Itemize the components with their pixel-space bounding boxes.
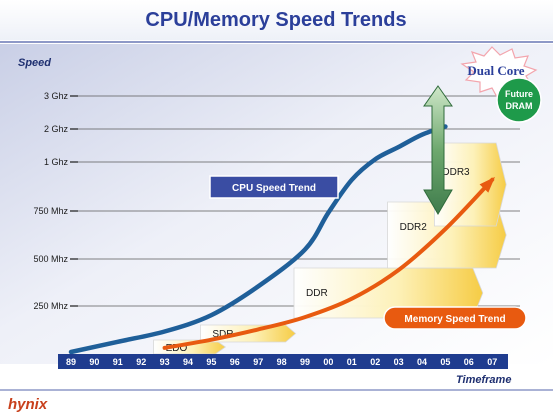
x-tick-label: 99 [300,357,310,367]
future-dram-badge: Future DRAM [496,77,542,123]
y-tick-labels: 250 Mhz 500 Mhz 750 Mhz 1 Ghz 2 Ghz 3 Ghz [33,91,68,311]
memory-line-arrowhead [479,176,495,193]
x-tick-label: 05 [440,357,450,367]
x-tick-label: 04 [417,357,427,367]
cpu-trend-label: CPU Speed Trend [232,183,316,194]
memory-box-shape [434,142,507,227]
gap-double-arrow [423,85,453,215]
x-tick-label: 03 [394,357,404,367]
x-tick-label: 95 [206,357,216,367]
y-tick-label: 750 Mhz [33,206,68,216]
x-tick-label: 02 [370,357,380,367]
title-band [0,0,553,40]
y-tick-label: 500 Mhz [33,254,68,264]
memory-box-label: SDR [212,329,233,340]
x-tick-label: 96 [230,357,240,367]
x-tick-label: 93 [160,357,170,367]
x-tick-labels: 89 90 91 92 93 94 95 96 97 98 99 00 01 02 03 04 05 06 07 [66,357,497,367]
memory-box-label: EDO [166,343,188,354]
cpu-trend-tag: CPU Speed Trend [209,175,339,199]
x-tick-label: 91 [113,357,123,367]
x-tick-label: 01 [347,357,357,367]
memory-trend-label: Memory Speed Trend [404,314,505,325]
y-axis-title: Speed [18,57,51,69]
x-tick-label: 97 [253,357,263,367]
memory-type-boxes: EDO SDR DDR DDR2 DDR3 [153,142,507,355]
memory-box-ddr3: DDR3 [434,142,507,227]
future-dram-line-1: Future [505,89,533,99]
memory-box-label: DDR3 [442,167,470,178]
dual-core-label: Dual Core [467,63,524,78]
future-dram-line-2: DRAM [506,101,533,111]
y-tick-label: 250 Mhz [33,301,68,311]
trend-curves [68,124,495,355]
x-tick-label: 92 [136,357,146,367]
x-axis-title: Timeframe [456,374,511,386]
hynix-logo: hynix [8,396,48,413]
cpu-speed-line [68,124,448,355]
x-tick-label: 07 [487,357,497,367]
x-tick-label: 90 [89,357,99,367]
memory-box-label: DDR2 [400,222,428,233]
x-tick-label: 98 [277,357,287,367]
x-tick-label: 89 [66,357,76,367]
chart-title: CPU/Memory Speed Trends [145,9,406,31]
x-tick-label: 94 [183,357,193,367]
memory-speed-line [162,177,495,350]
x-axis-bar [58,354,508,369]
y-tick-label: 2 Ghz [44,124,69,134]
memory-trend-tag: Memory Speed Trend [383,306,527,330]
memory-box-label: DDR [306,288,328,299]
x-tick-label: 00 [323,357,333,367]
y-tick-label: 1 Ghz [44,157,69,167]
x-tick-label: 06 [464,357,474,367]
y-tick-label: 3 Ghz [44,91,69,101]
